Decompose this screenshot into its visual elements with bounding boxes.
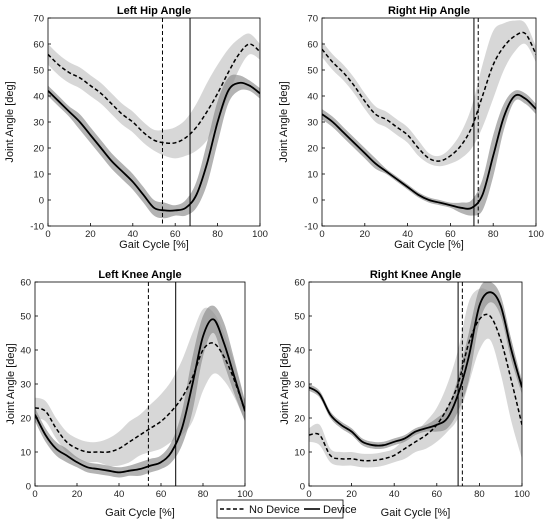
ytick-label-50-right-hip-angle: 50 [307, 65, 318, 76]
xtick-label-60-left-knee-angle: 60 [156, 489, 167, 500]
legend-label-device: Device [323, 504, 357, 516]
ytick-label-20-right-hip-angle: 20 [307, 143, 318, 154]
plot-area-left-hip-angle [48, 18, 260, 226]
ytick-label-10-left-knee-angle: 10 [20, 447, 31, 458]
xtick-label-100-right-knee-angle: 100 [514, 489, 530, 500]
x-axis-label-right-knee-angle: Gait Cycle [%] [381, 507, 451, 519]
ytick-label-60-right-knee-angle: 60 [294, 277, 305, 288]
ytick-label--10-right-hip-angle: -10 [304, 221, 318, 232]
ytick-label-10-left-hip-angle: 10 [33, 169, 44, 180]
chart-title-left-knee-angle: Left Knee Angle [98, 269, 181, 281]
ytick-label-50-left-knee-angle: 50 [20, 311, 31, 322]
ytick-label-40-right-hip-angle: 40 [307, 91, 318, 102]
xtick-label-80-left-knee-angle: 80 [198, 489, 209, 500]
ytick-label-0-right-hip-angle: 0 [313, 195, 318, 206]
ytick-label-30-right-knee-angle: 30 [294, 379, 305, 390]
ytick-label--10-left-hip-angle: -10 [30, 221, 44, 232]
plot-area-right-knee-angle [309, 281, 522, 486]
ytick-label-0-right-knee-angle: 0 [300, 481, 305, 492]
panel-right-knee-angle: 0 20 40 60 80 100 0 10 20 30 40 50 60 Right Knee Angl… [279, 269, 530, 519]
ytick-label-70-left-hip-angle: 70 [33, 13, 44, 24]
xtick-label-20-right-hip-angle: 20 [360, 229, 371, 240]
xtick-label-20-left-knee-angle: 20 [72, 489, 83, 500]
ytick-label-30-left-hip-angle: 30 [33, 117, 44, 128]
legend: No Device Device [217, 500, 357, 518]
y-axis-label-left-hip-angle: Joint Angle [deg] [4, 81, 16, 162]
xtick-label-0-left-hip-angle: 0 [45, 229, 50, 240]
chart-title-right-knee-angle: Right Knee Angle [370, 269, 461, 281]
ytick-label-10-right-hip-angle: 10 [307, 169, 318, 180]
xtick-label-80-left-hip-angle: 80 [212, 229, 223, 240]
y-axis-label-right-knee-angle: Joint Angle [deg] [279, 343, 291, 424]
ytick-label-50-right-knee-angle: 50 [294, 311, 305, 322]
xtick-label-60-right-knee-angle: 60 [432, 489, 443, 500]
ytick-label-30-right-hip-angle: 30 [307, 117, 318, 128]
ytick-label-70-right-hip-angle: 70 [307, 13, 318, 24]
ytick-label-50-left-hip-angle: 50 [33, 65, 44, 76]
ytick-label-30-left-knee-angle: 30 [20, 379, 31, 390]
xtick-label-0-right-hip-angle: 0 [319, 229, 324, 240]
ytick-label-20-right-knee-angle: 20 [294, 413, 305, 424]
ytick-label-0-left-hip-angle: 0 [39, 195, 44, 206]
x-axis-label-right-hip-angle: Gait Cycle [%] [394, 239, 464, 251]
ytick-label-20-left-knee-angle: 20 [20, 413, 31, 424]
ytick-label-60-left-hip-angle: 60 [33, 39, 44, 50]
xtick-label-0-right-knee-angle: 0 [306, 489, 311, 500]
xtick-label-100-left-knee-angle: 100 [237, 489, 253, 500]
ytick-label-0-left-knee-angle: 0 [26, 481, 31, 492]
xtick-label-40-left-knee-angle: 40 [114, 489, 125, 500]
xtick-label-20-right-knee-angle: 20 [346, 489, 357, 500]
ytick-label-40-left-knee-angle: 40 [20, 345, 31, 356]
ytick-label-10-right-knee-angle: 10 [294, 447, 305, 458]
legend-label-no-device: No Device [249, 504, 300, 516]
ytick-label-40-right-knee-angle: 40 [294, 345, 305, 356]
xtick-label-100-left-hip-angle: 100 [252, 229, 268, 240]
ytick-label-40-left-hip-angle: 40 [33, 91, 44, 102]
xtick-label-80-right-knee-angle: 80 [474, 489, 485, 500]
xtick-label-100-right-hip-angle: 100 [528, 229, 544, 240]
xtick-label-20-left-hip-angle: 20 [85, 229, 96, 240]
ytick-label-20-left-hip-angle: 20 [33, 143, 44, 154]
plot-area-left-knee-angle [35, 282, 245, 486]
xtick-label-0-left-knee-angle: 0 [32, 489, 37, 500]
y-axis-label-left-knee-angle: Joint Angle [deg] [5, 343, 17, 424]
band-device-right-hip-angle [322, 90, 536, 215]
x-axis-label-left-knee-angle: Gait Cycle [%] [105, 507, 175, 519]
x-axis-label-left-hip-angle: Gait Cycle [%] [119, 239, 189, 251]
xtick-label-80-right-hip-angle: 80 [488, 229, 499, 240]
plot-area-right-hip-angle [322, 18, 536, 226]
ytick-label-60-right-hip-angle: 60 [307, 39, 318, 50]
panel-left-knee-angle: 0 20 40 60 80 100 0 10 20 30 40 50 60 Left Knee Angle… [5, 269, 253, 519]
chart-title-left-hip-angle: Left Hip Angle [117, 5, 191, 17]
ytick-label-60-left-knee-angle: 60 [20, 277, 31, 288]
band-no-device-right-knee-angle [309, 288, 522, 467]
chart-title-right-hip-angle: Right Hip Angle [388, 5, 470, 17]
y-axis-label-right-hip-angle: Joint Angle [deg] [278, 81, 290, 162]
xtick-label-40-right-knee-angle: 40 [389, 489, 400, 500]
